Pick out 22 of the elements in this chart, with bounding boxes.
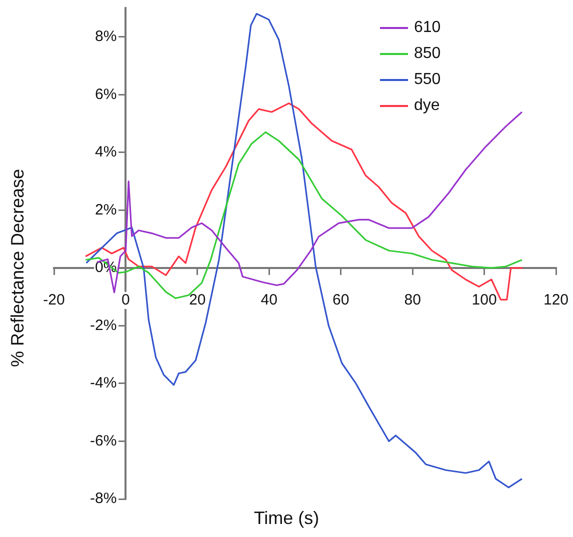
x-tick-label: 20	[189, 292, 206, 309]
x-tick-label: 120	[543, 292, 569, 309]
x-tick-label: 60	[332, 292, 350, 309]
y-tick-label: -6%	[90, 432, 117, 450]
legend-label: 850	[414, 45, 441, 63]
y-axis-title: % Reflectance Decrease	[8, 168, 28, 368]
x-axis-title: Time (s)	[252, 508, 320, 529]
y-tick-label: -8%	[90, 490, 117, 508]
legend-label: 550	[414, 71, 441, 89]
legend-label: 610	[414, 19, 441, 37]
x-tick-label: 0	[122, 292, 130, 309]
x-tick-label: -20	[43, 292, 65, 309]
y-tick-label: -4%	[90, 374, 117, 392]
y-tick-label: 2%	[95, 201, 117, 218]
y-tick-label: 8%	[95, 28, 117, 46]
y-tick-label: 6%	[95, 86, 117, 103]
y-tick-label: 4%	[95, 144, 117, 161]
x-tick-label: 80	[404, 292, 421, 309]
y-tick-label: -2%	[90, 316, 117, 334]
legend-label: dye	[414, 97, 440, 115]
x-tick-label: 100	[472, 292, 497, 309]
x-tick-label: 40	[260, 292, 278, 309]
